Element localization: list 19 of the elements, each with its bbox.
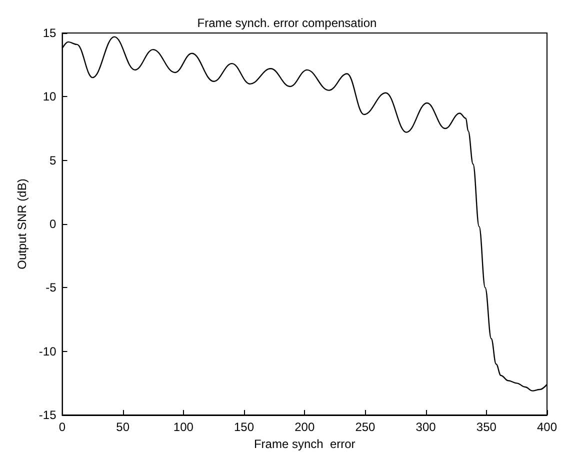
x-tick-label: 250: [355, 420, 376, 434]
y-tick-label: 0: [50, 217, 57, 231]
x-tick-label: 150: [234, 420, 254, 434]
y-tick-label: 15: [42, 26, 57, 40]
x-tick-label: 100: [173, 420, 194, 434]
y-tick-label: -10: [38, 344, 57, 358]
x-tick-label: 300: [416, 420, 436, 434]
chart-title: Frame synch. error compensation: [197, 16, 377, 30]
y-axis-title: Output SNR (dB): [15, 178, 29, 270]
x-tick-label: 400: [536, 420, 558, 434]
y-tick-label: 5: [50, 153, 57, 168]
y-tick-label: -5: [46, 280, 57, 295]
x-tick-label: 0: [58, 420, 66, 434]
x-tick-label: 350: [476, 420, 497, 434]
y-tick-label: -15: [38, 408, 57, 422]
x-tick-label: 200: [294, 420, 315, 434]
y-tick-label: 10: [42, 90, 57, 104]
x-tick-label: 50: [116, 420, 130, 434]
x-axis-title: Frame synch error: [254, 436, 356, 451]
